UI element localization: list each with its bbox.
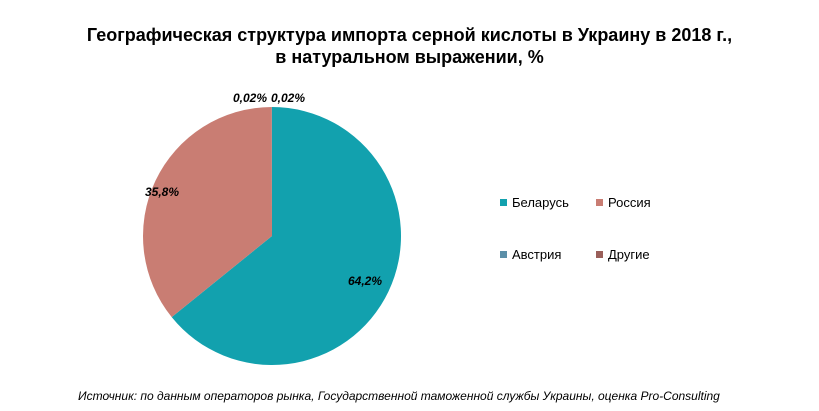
legend-swatch [500, 199, 507, 206]
legend-item-4: Другие [596, 247, 650, 262]
legend-label: Австрия [512, 247, 562, 262]
pie-slice-1 [171, 107, 401, 366]
legend-label: Россия [608, 195, 651, 210]
pie-slice-2 [143, 107, 272, 318]
legend-swatch [500, 251, 507, 258]
chart-title-line-1: Географическая структура импорта серной … [86, 25, 733, 45]
source-note: Источник: по данным операторов рынка, Го… [78, 389, 720, 403]
legend-item-3: Австрия [500, 247, 561, 262]
legend-item-1: Беларусь [500, 195, 569, 210]
legend-swatch [596, 199, 603, 206]
legend-label: Другие [608, 247, 650, 262]
pie-slices [143, 107, 401, 366]
legend-label: Беларусь [512, 195, 569, 210]
legend-item-2: Россия [596, 195, 651, 210]
data-label-2: 35,8% [145, 185, 179, 199]
legend-swatch [596, 251, 603, 258]
chart-title: Географическая структура импорта серной … [0, 24, 819, 68]
pie-labels: 64,2% 35,8% 0,02% 0,02% [145, 91, 382, 288]
data-label-4: 0,02% [271, 91, 305, 105]
data-label-1: 64,2% [348, 274, 382, 288]
legend: Беларусь Россия Австрия Другие [500, 190, 710, 270]
data-label-3: 0,02% [233, 91, 267, 105]
chart-title-line-2: в натуральном выражении, % [275, 47, 544, 67]
